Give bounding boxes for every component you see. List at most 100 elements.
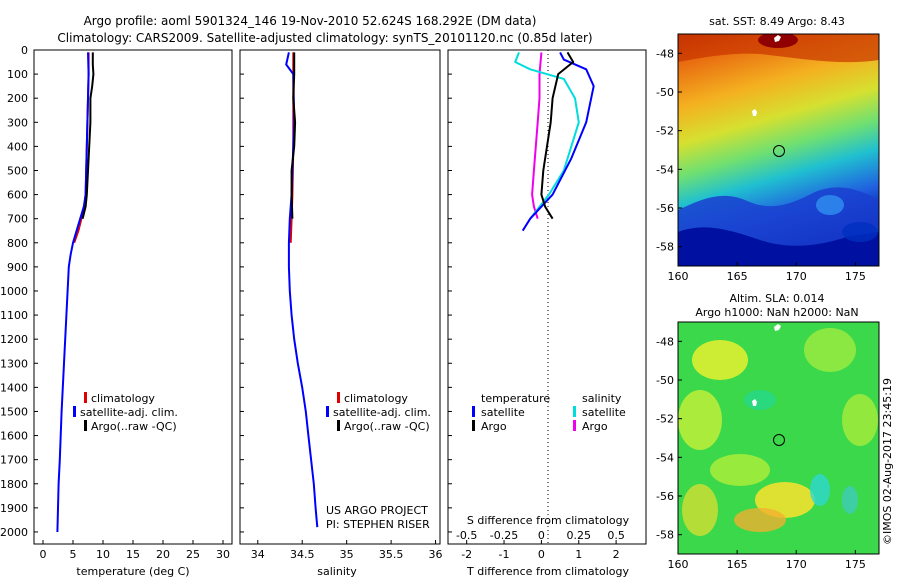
x-tick-label: 2 [613, 548, 620, 561]
x-tick-label: -1 [499, 548, 510, 561]
x-tick-label: -2 [461, 548, 472, 561]
y-tick-label: -54 [656, 163, 674, 176]
sst-map-axes: 160 165 170 175 -48 -50 -52 -54 -56 -58 [656, 47, 866, 283]
legend-label-argo: Argo(..raw -QC) [91, 420, 177, 433]
y-tick-label: -52 [656, 413, 674, 426]
y-tick-label: 1500 [0, 405, 28, 418]
salinity-depth-ticks [240, 49, 244, 533]
island-auckland-islands [752, 109, 757, 116]
x-tick-label: 34.5 [290, 548, 315, 561]
series-line-satellite [285, 52, 319, 528]
temperature-panel: 0100200300400500600700800900100011001200… [0, 44, 233, 578]
legend-swatch-sal-satellite [573, 406, 576, 417]
legend-label-climatology: climatology [91, 392, 155, 405]
legend-swatch-climatology [84, 392, 87, 403]
y-tick-label: 1900 [0, 502, 28, 515]
y-tick-label: 2000 [0, 526, 28, 539]
y-tick-label: 1100 [0, 309, 28, 322]
legend-label-satellite: satellite-adj. clim. [80, 406, 178, 419]
s-tick-label: 0.5 [607, 529, 625, 542]
y-tick-label: -50 [656, 374, 674, 387]
y-tick-label: -54 [656, 451, 674, 464]
sst-map-title: sat. SST: 8.49 Argo: 8.43 [709, 15, 845, 28]
x-tick-label: 165 [727, 558, 748, 571]
difference-legend: temperature salinity satellite Argo sate… [472, 392, 626, 433]
sla-map-title: Altim. SLA: 0.014 [729, 292, 824, 305]
series-line-salinity_argo [531, 52, 543, 219]
salinity-legend: climatology satellite-adj. clim. Argo(..… [326, 392, 431, 433]
legend-swatch-sal-argo [573, 420, 576, 431]
legend-label-sal-satellite: satellite [582, 406, 626, 419]
x-tick-label: 175 [845, 270, 866, 283]
salinity-xlabel: salinity [317, 565, 357, 578]
difference-axis: -2 -1 0 1 2 [461, 540, 620, 561]
y-tick-label: -48 [656, 47, 674, 60]
y-tick-label: 1600 [0, 430, 28, 443]
x-tick-label: 34 [251, 548, 265, 561]
y-tick-label: 1000 [0, 285, 28, 298]
legend-header-salinity: salinity [582, 392, 622, 405]
project-annotation: US ARGO PROJECT [326, 504, 428, 517]
y-tick-label: 1200 [0, 333, 28, 346]
legend-label-sal-argo: Argo [582, 420, 608, 433]
legend-swatch-satellite [73, 406, 76, 417]
y-tick-label: 100 [7, 68, 28, 81]
temperature-xlabel: temperature (deg C) [76, 565, 189, 578]
y-tick-label: 800 [7, 237, 28, 250]
legend-swatch-temp-argo [472, 420, 475, 431]
legend-label-temp-satellite: satellite [481, 406, 525, 419]
sla-heatmap [678, 322, 879, 554]
x-tick-label: 25 [186, 548, 200, 561]
y-tick-label: 1700 [0, 454, 28, 467]
island-south-island [774, 324, 781, 331]
y-tick-label: 200 [7, 92, 28, 105]
float-position-marker [773, 434, 785, 446]
y-tick-label: 300 [7, 116, 28, 129]
salinity-difference-tick-labels: -0.5 -0.25 0 0.25 0.5 [456, 529, 625, 542]
y-tick-label: 0 [21, 44, 28, 57]
island-south-island [774, 35, 781, 42]
y-tick-label: 700 [7, 213, 28, 226]
legend-header-temperature: temperature [481, 392, 550, 405]
salinity-axis: 34 34.5 35 35.5 36 [251, 540, 443, 561]
difference-plot-frame [447, 49, 647, 545]
sla-map-subtitle: Argo h1000: NaN h2000: NaN [695, 306, 858, 319]
series-line-argo [540, 51, 575, 220]
float-position-marker [773, 145, 785, 157]
legend-swatch-climatology [337, 392, 340, 403]
series-line-argo [290, 52, 297, 219]
y-tick-label: -56 [656, 490, 674, 503]
legend-label-argo: Argo(..raw -QC) [344, 420, 430, 433]
y-tick-label: 1400 [0, 381, 28, 394]
temperature-plot-frame [33, 49, 233, 545]
x-tick-label: 20 [156, 548, 170, 561]
x-tick-label: 160 [668, 270, 689, 283]
y-tick-label: 500 [7, 164, 28, 177]
x-tick-label: 175 [845, 558, 866, 571]
y-tick-label: -50 [656, 86, 674, 99]
x-tick-label: 0 [538, 548, 545, 561]
island-auckland-islands [752, 399, 757, 406]
sla-map-axes: 160 165 170 175 -48 -50 -52 -54 -56 -58 [656, 335, 866, 571]
sst-heatmap [678, 34, 879, 266]
y-tick-label: 400 [7, 140, 28, 153]
x-tick-label: 5 [70, 548, 77, 561]
temperature-series [56, 52, 95, 533]
difference-xlabel: T difference from climatology [466, 565, 629, 578]
y-tick-label: 900 [7, 261, 28, 274]
y-tick-label: -48 [656, 335, 674, 348]
x-tick-label: 170 [786, 558, 807, 571]
difference-series [514, 51, 595, 232]
sla-map: Altim. SLA: 0.014 Argo h1000: NaN h2000:… [656, 292, 880, 571]
x-tick-label: 36 [429, 548, 443, 561]
y-tick-label: 1800 [0, 478, 28, 491]
difference-panel: -2 -1 0 1 2 S difference from climatology -0… [447, 49, 647, 578]
depth-axis: 0 100 200 300 400 500 600 700 800 900 1000 1100 1200… [0, 44, 38, 539]
x-tick-label: 160 [668, 558, 689, 571]
legend-swatch-argo [337, 420, 340, 431]
imos-credit: ©IMOS 02-Aug-2017 23:45:19 [881, 378, 894, 545]
s-tick-label: -0.5 [456, 529, 477, 542]
x-tick-label: 30 [216, 548, 230, 561]
y-tick-label: -58 [656, 529, 674, 542]
legend-label-temp-argo: Argo [481, 420, 507, 433]
